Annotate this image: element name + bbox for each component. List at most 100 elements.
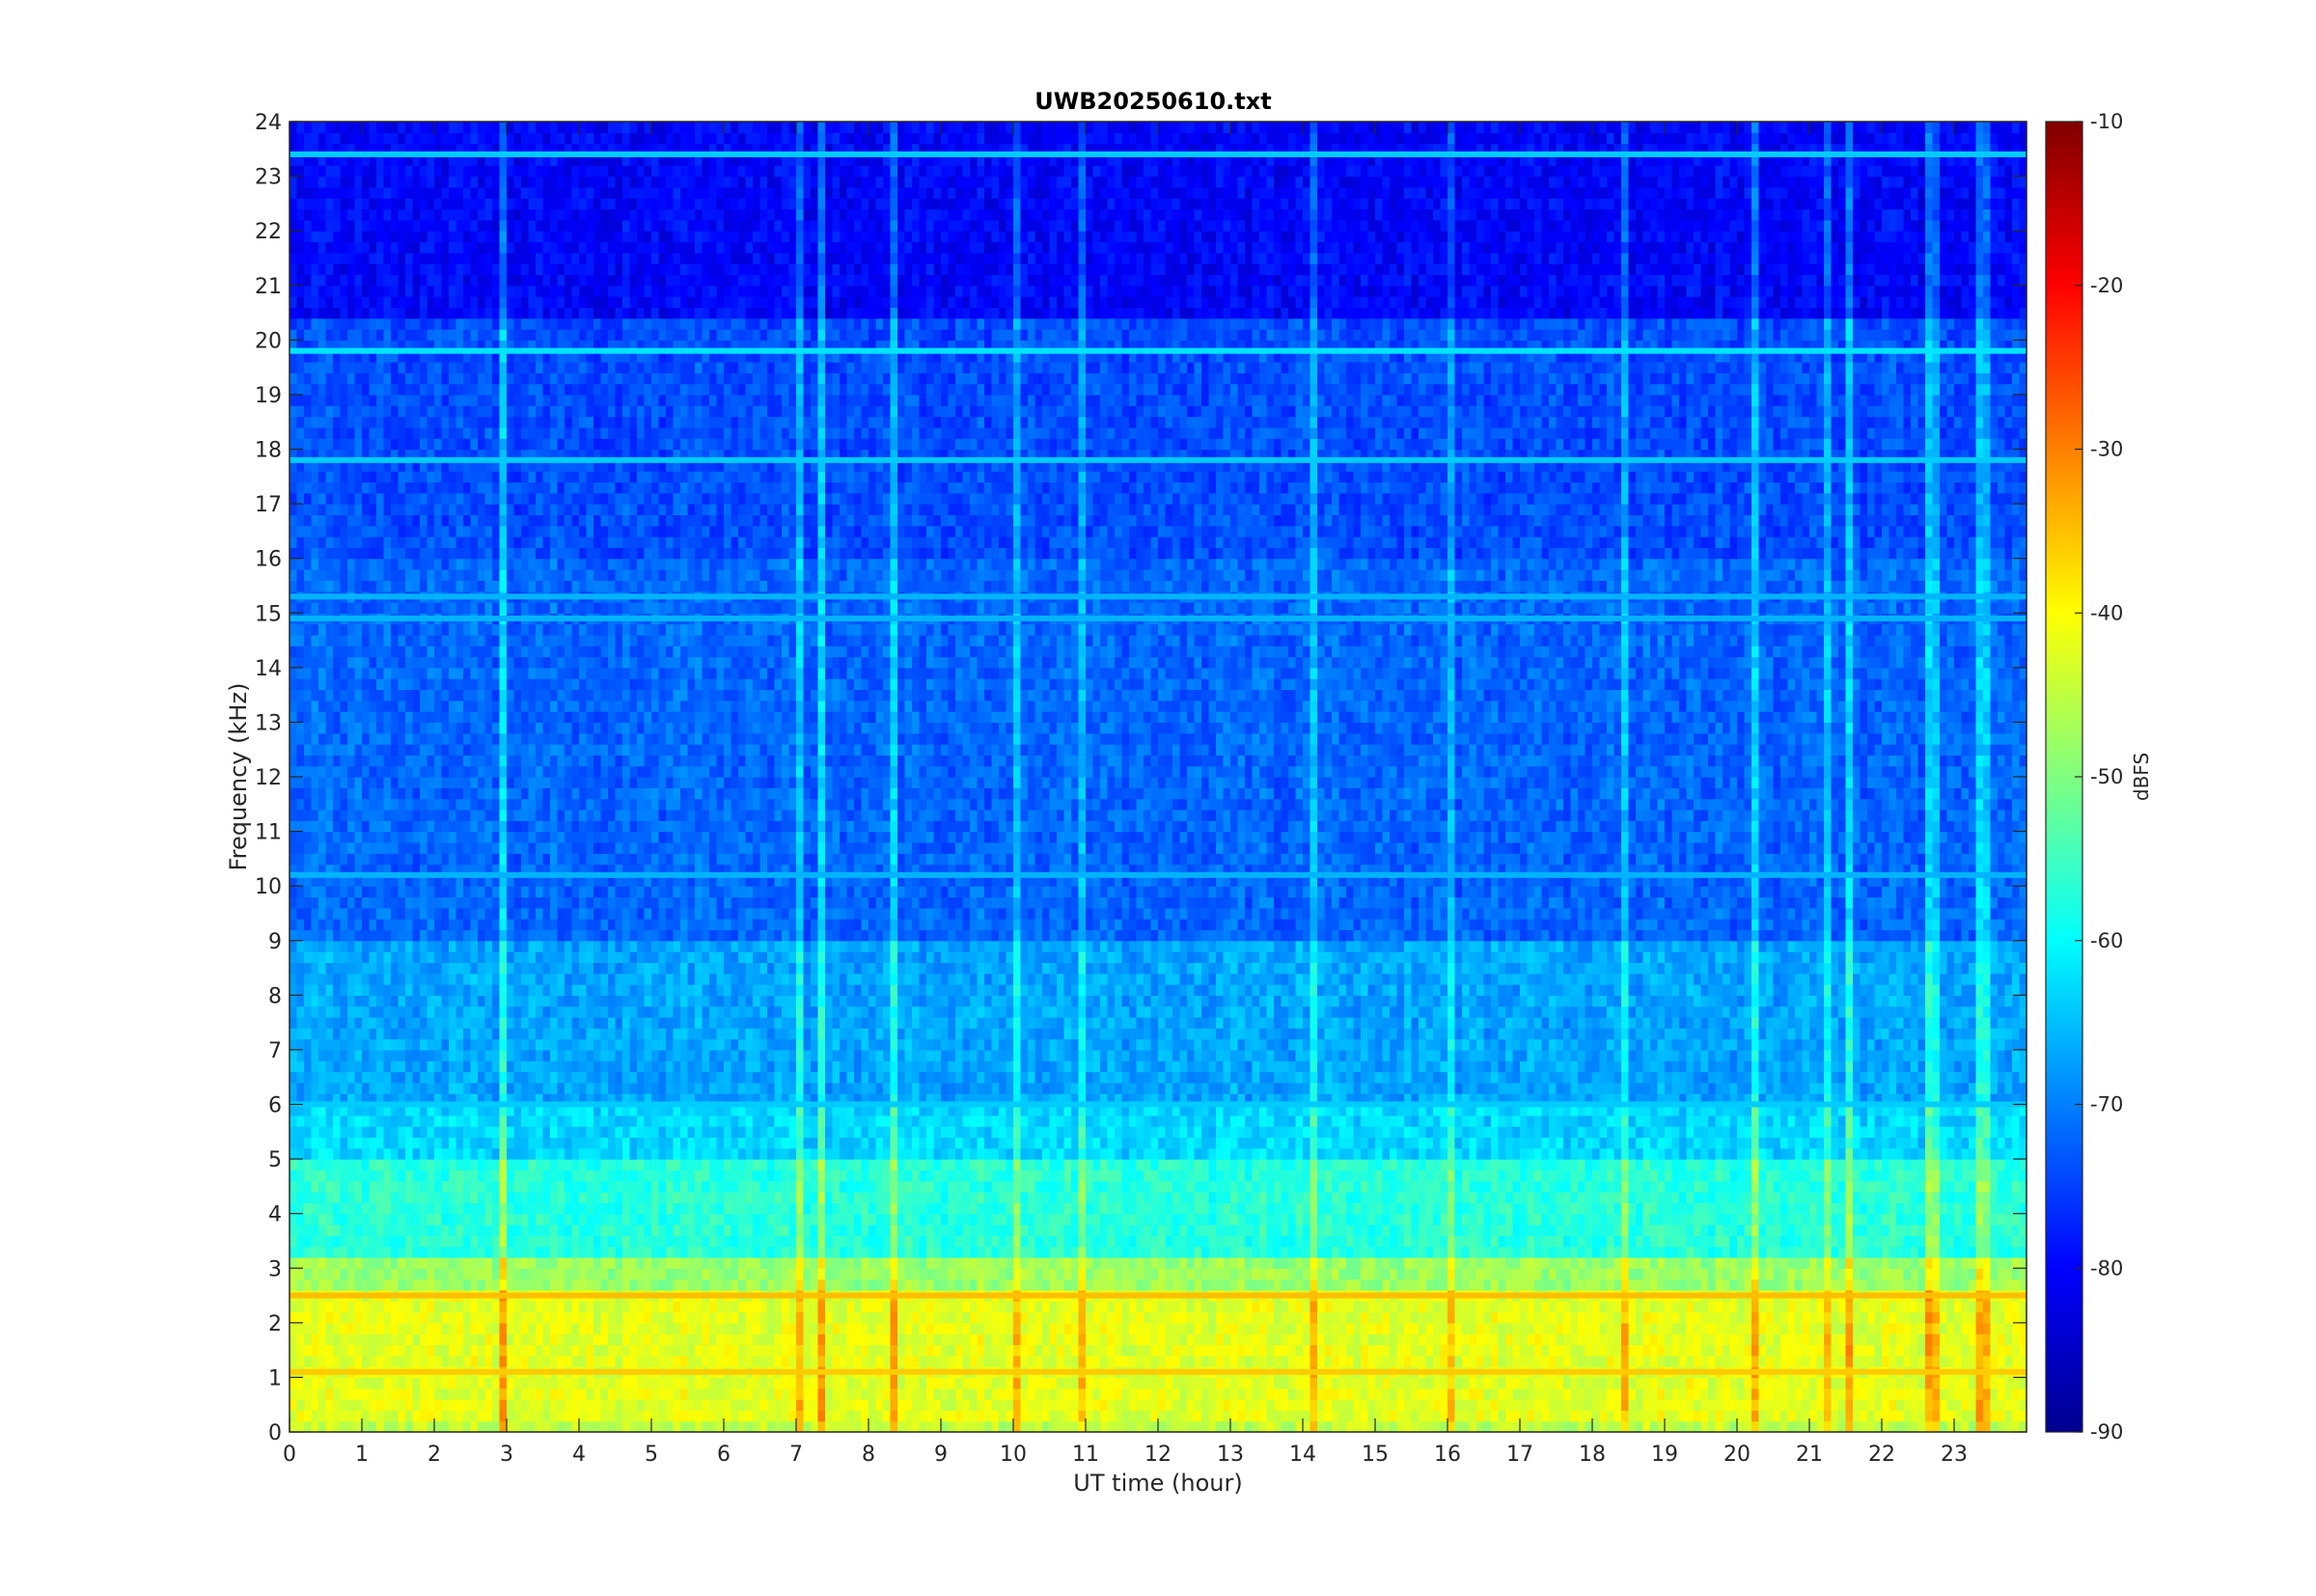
heatmap-cell (608, 1388, 617, 1400)
heatmap-cell (593, 1388, 602, 1400)
heatmap-cell (1367, 1322, 1376, 1335)
heatmap-cell (687, 1256, 696, 1269)
heatmap-cell (658, 1344, 667, 1357)
heatmap-cell (1773, 1224, 1781, 1236)
heatmap-cell (1201, 1256, 1210, 1269)
heatmap-cell (753, 1246, 761, 1258)
heatmap-cell (1809, 1301, 1818, 1313)
heatmap-cell (1925, 1334, 1934, 1346)
heatmap-cell (1874, 1279, 1883, 1291)
heatmap-cell (738, 1334, 747, 1346)
heatmap-cell (1144, 1388, 1152, 1400)
heatmap-cell (1049, 1202, 1058, 1215)
heatmap-cell (1773, 1344, 1781, 1357)
heatmap-cell (1780, 1355, 1789, 1367)
heatmap-cell (1969, 1213, 1977, 1225)
heatmap-cell (1780, 1213, 1789, 1225)
heatmap-cell (1599, 1334, 1608, 1346)
heatmap-cell (1860, 1301, 1868, 1313)
heatmap-cell (1737, 1377, 1746, 1390)
heatmap-cell (1889, 1256, 1897, 1269)
heatmap-cell (782, 1355, 790, 1367)
heatmap-cell (977, 1399, 985, 1411)
heatmap-cell (1520, 1420, 1529, 1433)
heatmap-cell (427, 1311, 435, 1324)
heatmap-cell (724, 1279, 732, 1291)
heatmap-cell (1274, 1344, 1282, 1357)
heatmap-cell (745, 1388, 754, 1400)
heatmap-cell (846, 1334, 855, 1346)
heatmap-cell (1100, 1213, 1109, 1225)
heatmap-cell (948, 1279, 956, 1291)
heatmap-cell (1723, 1301, 1731, 1313)
heatmap-cell (991, 1399, 1000, 1411)
heatmap-cell (513, 1388, 522, 1400)
heatmap-cell (1361, 1246, 1369, 1258)
heatmap-cell (767, 1279, 776, 1291)
heatmap-cell (1527, 1279, 1535, 1291)
heatmap-cell (738, 1410, 747, 1422)
heatmap-cell (1158, 1213, 1167, 1225)
heatmap-cell (1107, 1377, 1116, 1390)
heatmap-cell (1491, 1246, 1500, 1258)
heatmap-cell (1129, 1213, 1138, 1225)
heatmap-cell (434, 1410, 443, 1422)
heatmap-cell (513, 1246, 522, 1258)
heatmap-cell (1570, 1311, 1579, 1324)
heatmap-cell (1172, 1420, 1181, 1433)
heatmap-cell (1266, 1202, 1275, 1215)
heatmap-cell (1187, 1279, 1196, 1291)
heatmap-cell (1115, 1246, 1123, 1258)
heatmap-cell (1925, 1279, 1934, 1291)
heatmap-cell (1520, 1377, 1529, 1390)
heatmap-cell (1425, 1268, 1434, 1280)
heatmap-cell (296, 1224, 305, 1236)
heatmap-cell (1310, 1268, 1318, 1280)
heatmap-cell (1057, 1202, 1065, 1215)
heatmap-cell (318, 1256, 327, 1269)
heatmap-cell (1165, 1246, 1173, 1258)
heatmap-cell (463, 1344, 472, 1357)
heatmap-cell (1975, 1410, 1984, 1422)
heatmap-cell (680, 1344, 689, 1357)
heatmap-cell (1187, 1420, 1196, 1433)
heatmap-cell (449, 1235, 457, 1248)
heatmap-cell (846, 1399, 855, 1411)
heatmap-cell (1216, 1279, 1225, 1291)
heatmap-cell (1671, 1322, 1680, 1335)
heatmap-cell (861, 1410, 869, 1422)
heatmap-cell (1353, 1311, 1362, 1324)
heatmap-cell (1809, 1256, 1818, 1269)
heatmap-cell (1556, 1224, 1564, 1236)
heatmap-cell (759, 1256, 768, 1269)
heatmap-cell (977, 1235, 985, 1248)
heatmap-cell (811, 1235, 819, 1248)
heatmap-cell (716, 1410, 725, 1422)
heatmap-cell (325, 1202, 334, 1215)
heatmap-cell (1650, 1256, 1659, 1269)
heatmap-cell (1946, 1420, 1955, 1433)
heatmap-cell (383, 1268, 392, 1280)
heatmap-cell (571, 1334, 580, 1346)
heatmap-cell (492, 1256, 501, 1269)
heatmap-cell (774, 1224, 783, 1236)
heatmap-cell (1694, 1213, 1702, 1225)
heatmap-cell (1303, 1268, 1311, 1280)
heatmap-cell (788, 1311, 797, 1324)
heatmap-cell (1737, 1355, 1746, 1367)
heatmap-cell (803, 1235, 812, 1248)
heatmap-cell (1411, 1268, 1420, 1280)
heatmap-cell (1165, 1377, 1173, 1390)
heatmap-cell (1613, 1399, 1622, 1411)
heatmap-cell (1121, 1235, 1130, 1248)
heatmap-cell (1115, 1279, 1123, 1291)
heatmap-cell (724, 1410, 732, 1422)
heatmap-cell (398, 1224, 406, 1236)
heatmap-cell (593, 1322, 602, 1335)
heatmap-cell (1802, 1235, 1810, 1248)
heatmap-cell (1367, 1202, 1376, 1215)
heatmap-cell (1252, 1256, 1260, 1269)
heatmap-cell (492, 1322, 501, 1335)
heatmap-cell (1483, 1213, 1492, 1225)
heatmap-cell (1179, 1334, 1188, 1346)
